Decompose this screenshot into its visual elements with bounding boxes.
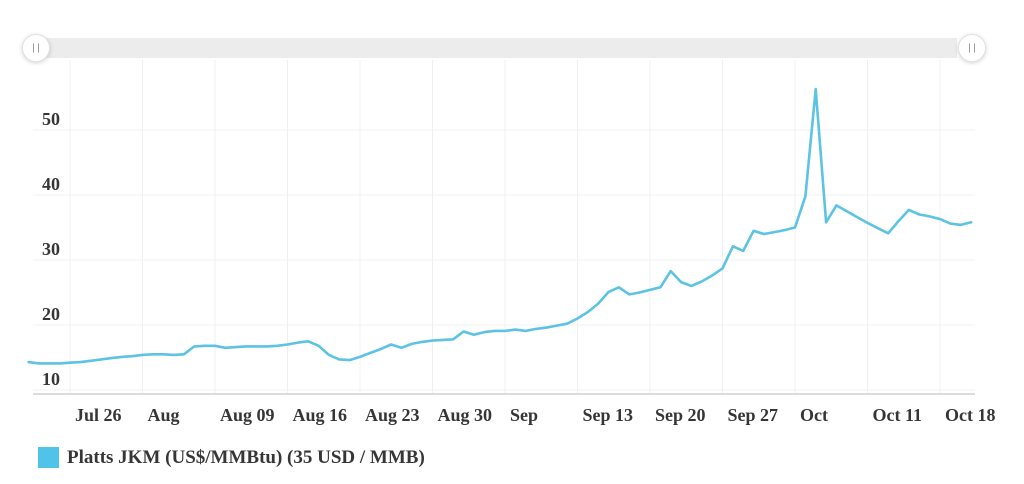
x-axis-labels: Jul 26 Aug Aug 09 Aug 16 Aug 23 Aug 30 Sep Sep …: [75, 405, 995, 425]
y-tick-label: 30: [42, 239, 60, 259]
scrollbar-right-handle[interactable]: [958, 34, 986, 62]
x-tick-label: Oct: [800, 405, 828, 425]
grip-icon: [969, 43, 975, 53]
y-tick-label: 20: [42, 304, 60, 324]
legend-item[interactable]: Platts JKM (US$/MMBtu) (35 USD / MMB): [38, 447, 425, 468]
y-tick-label: 40: [42, 174, 60, 194]
y-axis-labels: 10 20 30 40 50: [42, 109, 60, 389]
x-tick-label: Oct 18: [945, 405, 995, 425]
legend-swatch: [38, 447, 59, 468]
x-tick-label: Sep 27: [728, 405, 779, 425]
legend-label: Platts JKM (US$/MMBtu) (35 USD / MMB): [67, 447, 425, 468]
scrollbar-left-handle[interactable]: [22, 34, 50, 62]
scrollbar-track[interactable]: [36, 38, 957, 58]
grip-icon: [33, 43, 39, 53]
vertical-gridlines: [69, 60, 941, 394]
price-line-series: [27, 87, 973, 365]
x-tick-label: Sep 20: [655, 405, 706, 425]
x-tick-label: Jul 26: [75, 405, 122, 425]
x-tick-label: Aug 23: [365, 405, 420, 425]
x-tick-label: Aug 30: [438, 405, 493, 425]
y-tick-label: 10: [42, 369, 60, 389]
horizontal-gridlines: [33, 129, 975, 391]
x-tick-label: Sep: [510, 405, 538, 425]
y-tick-label: 50: [42, 109, 60, 129]
x-tick-label: Aug 16: [293, 405, 348, 425]
x-tick-label: Oct 11: [873, 405, 923, 425]
x-tick-label: Aug: [148, 405, 180, 425]
x-tick-label: Sep 13: [583, 405, 634, 425]
x-tick-label: Aug 09: [220, 405, 275, 425]
